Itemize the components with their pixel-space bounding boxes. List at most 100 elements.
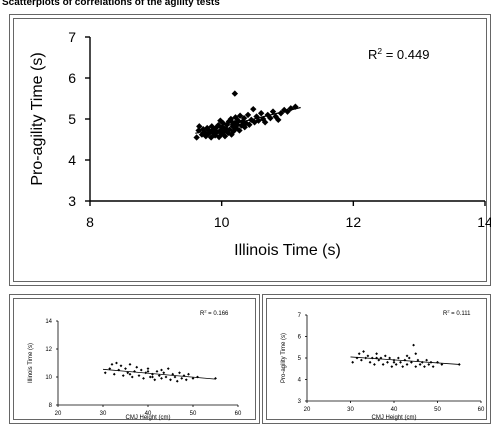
data-point	[151, 375, 154, 379]
data-point	[169, 378, 172, 382]
data-point	[231, 90, 239, 97]
data-point	[146, 367, 150, 370]
x-tick-label: 50	[190, 411, 197, 417]
chart-illinois-vs-pro-agility: 8 10 12 14 3 4 5 6 7 Illinois Time (s) Pro-agility…	[29, 29, 491, 259]
y-tick-label: 5	[68, 111, 76, 127]
data-point	[121, 374, 125, 377]
data-point	[232, 114, 239, 121]
data-point	[108, 367, 112, 370]
data-point	[196, 123, 203, 130]
data-point	[292, 103, 299, 110]
data-point	[230, 128, 237, 135]
x-axis-label: CMJ Height (cm)	[371, 415, 416, 421]
x-tick-label: 40	[391, 407, 398, 413]
data-point	[128, 372, 132, 376]
data-point	[362, 350, 365, 353]
r-squared-value: = 0.111	[450, 311, 472, 317]
data-point	[359, 358, 363, 362]
data-point	[221, 133, 229, 140]
y-axis-label: Pro-agility Time (s)	[281, 333, 287, 383]
x-tick-label: 60	[478, 407, 485, 413]
data-point	[162, 371, 166, 375]
data-point	[427, 363, 431, 366]
r-squared-symbol: R	[368, 47, 377, 62]
data-point	[357, 352, 361, 356]
data-point	[202, 133, 210, 140]
data-point	[284, 108, 291, 115]
data-point	[112, 372, 116, 376]
data-point	[142, 377, 145, 380]
data-point	[175, 379, 179, 383]
data-point	[368, 360, 372, 364]
data-point	[244, 111, 252, 119]
data-point	[187, 372, 190, 376]
data-point	[223, 125, 230, 133]
data-point	[139, 368, 143, 372]
bottom-left-chart-panel: 20 30 40 50 60 8 10 12 14 CMJ Height (cm) Illinois…	[9, 294, 260, 424]
x-axis-label: CMJ Height (cm)	[125, 415, 170, 421]
y-tick-label: 4	[298, 378, 302, 384]
data-point	[184, 378, 188, 382]
y-tick-label: 3	[298, 399, 302, 405]
bottom-left-chart-inner-border	[13, 298, 256, 420]
data-point	[200, 126, 207, 133]
data-point	[234, 117, 242, 124]
data-point	[242, 120, 249, 128]
y-tick-label: 7	[298, 313, 302, 319]
bottom-right-chart-panel: 20 30 40 50 60 3 4 5 6 7 CMJ Height (cm) Pro-agilit…	[262, 294, 491, 424]
data-point	[160, 377, 163, 380]
data-point	[166, 367, 170, 370]
data-point	[171, 372, 175, 376]
data-point	[275, 116, 282, 124]
data-point	[157, 374, 161, 377]
data-point	[425, 358, 429, 362]
data-point	[381, 363, 385, 366]
data-point	[217, 117, 224, 124]
data-point	[383, 354, 387, 358]
data-point	[386, 360, 389, 364]
figure-caption: Scatterplots of correlations of the agil…	[2, 0, 220, 8]
x-tick-label: 30	[100, 411, 107, 417]
y-tick-label: 14	[45, 319, 52, 325]
data-point	[182, 374, 186, 377]
data-point	[128, 363, 132, 366]
data-point	[229, 123, 237, 130]
data-point	[401, 365, 405, 368]
data-point	[440, 363, 444, 366]
chart-cmj-vs-pro-agility: 20 30 40 50 60 3 4 5 6 7 CMJ Height (cm) Pro-agilit…	[281, 309, 485, 421]
trendline	[195, 106, 301, 134]
data-point	[219, 119, 227, 127]
data-point	[375, 352, 378, 356]
data-point	[164, 375, 168, 379]
x-tick-label: 40	[145, 411, 152, 417]
data-point	[137, 374, 141, 377]
y-axis-label: Pro-agility Time (s)	[29, 52, 46, 185]
data-point	[227, 115, 235, 123]
data-point	[267, 114, 274, 122]
data-point	[250, 105, 257, 113]
y-tick-label: 10	[45, 375, 52, 381]
data-point	[257, 110, 265, 117]
x-tick-label: 10	[214, 214, 230, 230]
r-squared-value: = 0.166	[207, 311, 230, 317]
data-point	[423, 365, 426, 368]
y-tick-label: 12	[45, 347, 52, 353]
r-squared-symbol: R	[200, 311, 205, 317]
data-point	[180, 377, 184, 380]
data-point	[407, 356, 411, 360]
data-point	[240, 114, 248, 122]
data-point	[405, 354, 409, 358]
data-point	[153, 378, 157, 382]
data-point	[115, 361, 118, 365]
data-point	[103, 371, 107, 375]
data-point	[193, 134, 200, 141]
x-tick-label: 20	[304, 407, 311, 413]
y-tick-label: 5	[298, 356, 302, 362]
x-tick-label: 30	[347, 407, 354, 413]
data-point	[351, 360, 355, 364]
r-squared-annotation: R2 = 0.449	[368, 46, 429, 62]
data-point	[392, 360, 396, 364]
x-tick-label: 60	[235, 411, 242, 417]
r-squared-annotation: R2 = 0.166	[200, 309, 229, 317]
trendline	[350, 356, 460, 365]
